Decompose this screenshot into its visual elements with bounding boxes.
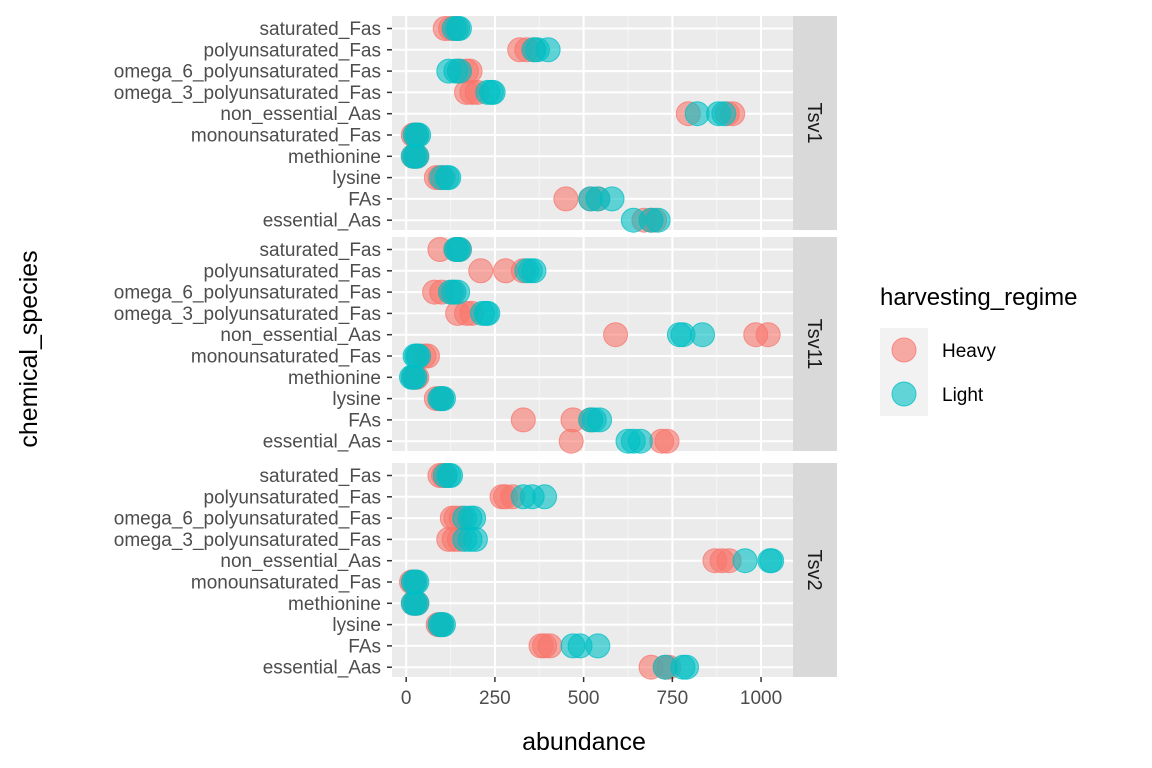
- y-tick-label: monounsaturated_Fas: [191, 126, 381, 147]
- x-tick-label: 250: [479, 688, 511, 709]
- data-point-light: [711, 101, 737, 127]
- data-point-light: [404, 569, 430, 595]
- data-point-light: [462, 526, 488, 552]
- data-point-heavy: [558, 428, 584, 454]
- data-point-heavy: [654, 428, 680, 454]
- data-point-light: [674, 654, 700, 680]
- y-tick-label: saturated_Fas: [260, 240, 381, 261]
- legend-title: harvesting_regime: [880, 284, 1077, 311]
- y-tick-label: saturated_Fas: [260, 19, 381, 40]
- y-tick-label: saturated_Fas: [260, 466, 381, 487]
- y-tick-label: non_essential_Aas: [220, 325, 381, 346]
- data-point-light: [532, 484, 558, 510]
- y-tick-label: methionine: [288, 147, 381, 168]
- data-point-light: [690, 322, 716, 348]
- data-point-light: [521, 258, 547, 284]
- data-point-light: [445, 279, 471, 305]
- x-tick-label: 500: [568, 688, 600, 709]
- legend-label: Heavy: [942, 341, 996, 362]
- y-tick-label: omega_6_polyunsaturated_Fas: [114, 62, 381, 83]
- data-point-light: [587, 407, 613, 433]
- facet-strip: [793, 16, 837, 230]
- x-tick-label: 750: [656, 688, 688, 709]
- y-tick-label: methionine: [288, 368, 381, 389]
- y-tick-label: lysine: [332, 389, 381, 410]
- legend: harvesting_regime Heavy Light: [880, 284, 1077, 416]
- data-point-light: [430, 386, 456, 412]
- y-tick-label: omega_3_polyunsaturated_Fas: [114, 530, 381, 551]
- facet-label: Tsv1: [803, 102, 825, 143]
- legend-label: Light: [942, 385, 984, 406]
- legend-key-light: [891, 381, 917, 407]
- legend-key-heavy: [891, 337, 917, 363]
- y-tick-label: FAs: [348, 636, 381, 657]
- facet-label: Tsv11: [803, 319, 825, 370]
- data-point-heavy: [553, 186, 579, 212]
- data-point-heavy: [468, 258, 494, 284]
- y-axis-title: chemical_species: [15, 250, 43, 447]
- data-point-light: [759, 548, 785, 574]
- y-tick-label: FAs: [348, 189, 381, 210]
- y-tick-label: lysine: [332, 615, 381, 636]
- data-point-light: [599, 186, 625, 212]
- y-tick-label: omega_6_polyunsaturated_Fas: [114, 283, 381, 304]
- y-tick-label: methionine: [288, 594, 381, 615]
- data-point-light: [461, 505, 487, 531]
- y-tick-label: essential_Aas: [263, 432, 381, 453]
- facet-strip: [793, 463, 837, 677]
- y-tick-label: non_essential_Aas: [220, 551, 381, 572]
- x-tick-label: 1000: [740, 688, 782, 709]
- y-tick-label: polyunsaturated_Fas: [204, 40, 381, 61]
- data-point-light: [406, 122, 432, 148]
- data-point-light: [438, 463, 464, 488]
- panel-Tsv2: Tsv2 essential_AasFAslysinemethioninemono…: [114, 463, 837, 680]
- y-tick-label: omega_6_polyunsaturated_Fas: [114, 509, 381, 530]
- data-point-light: [446, 16, 472, 41]
- y-tick-label: monounsaturated_Fas: [191, 347, 381, 368]
- data-point-light: [404, 143, 430, 169]
- data-point-light: [480, 79, 506, 105]
- panel-Tsv11: Tsv11 essential_AasFAslysinemethioninemon…: [114, 237, 837, 454]
- x-axis: 0 250 500 750 1000: [401, 677, 782, 709]
- data-point-light: [430, 612, 456, 638]
- data-point-light: [627, 428, 653, 454]
- y-tick-label: polyunsaturated_Fas: [204, 487, 381, 508]
- y-tick-label: polyunsaturated_Fas: [204, 261, 381, 282]
- y-tick-label: essential_Aas: [263, 211, 381, 232]
- data-point-light: [436, 165, 462, 191]
- data-point-light: [732, 548, 758, 574]
- data-point-light: [446, 58, 472, 84]
- legend-entries: Heavy Light: [880, 328, 996, 416]
- data-point-heavy: [755, 322, 781, 348]
- facet-strip: [793, 237, 837, 451]
- data-point-light: [404, 590, 430, 616]
- x-axis-title: abundance: [522, 728, 646, 756]
- x-tick-label: 0: [401, 688, 412, 709]
- y-tick-label: omega_3_polyunsaturated_Fas: [114, 83, 381, 104]
- y-tick-label: non_essential_Aas: [220, 104, 381, 125]
- data-point-light: [535, 37, 561, 63]
- data-point-light: [645, 207, 671, 233]
- data-point-heavy: [537, 633, 563, 659]
- data-point-light: [446, 237, 472, 262]
- y-tick-label: lysine: [332, 168, 381, 189]
- data-point-light: [585, 633, 611, 659]
- facet-label: Tsv2: [803, 549, 825, 590]
- data-point-light: [684, 101, 710, 127]
- y-tick-label: monounsaturated_Fas: [191, 573, 381, 594]
- data-point-light: [475, 300, 501, 326]
- data-point-heavy: [603, 322, 629, 348]
- y-tick-label: FAs: [348, 410, 381, 431]
- data-point-heavy: [510, 407, 536, 433]
- data-point-light: [402, 364, 428, 390]
- y-tick-label: essential_Aas: [263, 658, 381, 679]
- data-point-light: [406, 343, 432, 369]
- y-tick-label: omega_3_polyunsaturated_Fas: [114, 304, 381, 325]
- panel-Tsv1: Tsv1 essential_AasFAslysinemethioninemono…: [114, 16, 837, 233]
- panels-layer: Tsv1essential_AasFAslysinemethioninemono…: [114, 16, 837, 680]
